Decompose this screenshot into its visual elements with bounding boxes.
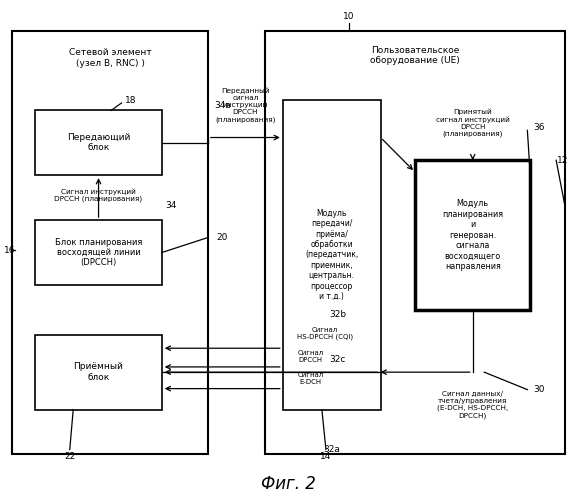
Text: Сигнал
E-DCH: Сигнал E-DCH [297,372,323,385]
Text: Сигнал инструкций
DPCCН (планирования): Сигнал инструкций DPCCН (планирования) [54,188,143,202]
Text: 30: 30 [533,385,545,394]
Text: 16: 16 [3,246,15,254]
Bar [35,335,162,409]
Text: 36: 36 [533,124,545,132]
Text: 18: 18 [125,96,136,105]
Text: Модуль
планирования
и
генерован.
сигнала
восходящего
направления: Модуль планирования и генерован. сигнала… [442,200,503,270]
Text: 10: 10 [343,12,355,21]
Bar [265,30,565,455]
Text: 34: 34 [165,200,176,209]
Text: Пользовательское
оборудование (UE): Пользовательское оборудование (UE) [370,46,460,65]
Text: 14: 14 [320,452,332,462]
Text: 12: 12 [557,156,569,165]
Bar [35,220,162,285]
Text: Блок планирования
восходящей линии
(DPCCН): Блок планирования восходящей линии (DPCC… [55,238,143,268]
Text: Приёмный
блок: Приёмный блок [74,362,123,382]
Text: Передающий
блок: Передающий блок [67,133,130,152]
Text: Сигнал данных/
тчета/управления
(E-DCH, HS-DPCCH,
DPCCН): Сигнал данных/ тчета/управления (E-DCH, … [437,390,508,418]
Bar [12,30,208,455]
Text: 20: 20 [216,233,228,242]
Text: Фиг. 2: Фиг. 2 [261,476,316,494]
Text: 32c: 32c [329,355,346,364]
Text: Переданный
сигнал
инструкций
DPCCН
(планирования): Переданный сигнал инструкций DPCCН (план… [215,88,275,123]
Text: 32b: 32b [329,310,346,320]
Text: 22: 22 [64,452,76,462]
Bar [415,160,530,310]
Text: Принятый
сигнал инструкций
DPCCН
(планирования): Принятый сигнал инструкций DPCCН (планир… [436,108,509,137]
Text: Сетевой элемент
(узел B, RNC) ): Сетевой элемент (узел B, RNC) ) [69,48,151,68]
Text: Сигнал
DPCCН: Сигнал DPCCН [297,350,323,364]
Text: 34a: 34a [214,101,231,110]
Bar [283,100,381,409]
Text: 32a: 32a [323,445,340,454]
Text: Модуль
передачи/
приёма/
обработки
(передатчик,
приемник,
центральн.
процессор
и: Модуль передачи/ приёма/ обработки (пере… [305,209,358,301]
Bar [35,110,162,175]
Text: Сигнал
HS-DPCCH (CQI): Сигнал HS-DPCCH (CQI) [297,326,353,340]
